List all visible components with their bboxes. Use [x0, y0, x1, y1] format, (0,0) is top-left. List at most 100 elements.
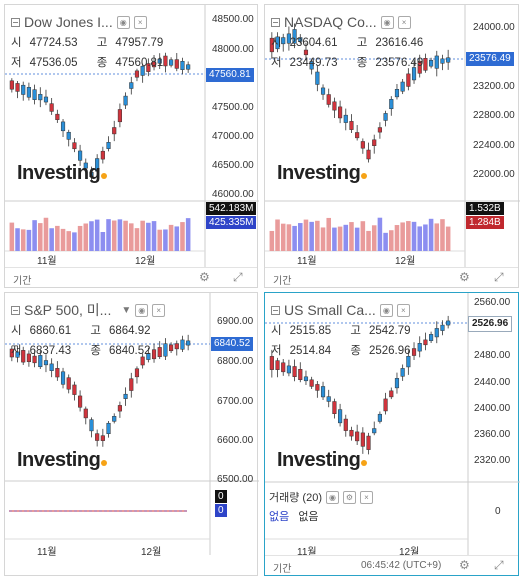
volume-bar — [383, 232, 388, 251]
eye-icon[interactable]: ◉ — [325, 490, 339, 504]
volume-bar — [280, 223, 286, 251]
volume-bar — [9, 222, 15, 251]
candle — [372, 428, 377, 434]
last-price-box: 23576.49 — [466, 52, 514, 66]
close-icon[interactable]: × — [397, 15, 411, 29]
candle — [360, 432, 365, 447]
volume-bar — [100, 232, 106, 251]
close-icon[interactable]: × — [152, 303, 166, 317]
panel-title-row: Dow Jones I... ◉ × — [11, 12, 147, 32]
candle — [303, 49, 309, 56]
volume-bar — [106, 219, 111, 251]
volume-bar — [174, 226, 180, 251]
candle — [49, 363, 54, 371]
candle — [275, 360, 280, 370]
candle — [134, 368, 140, 378]
candle — [406, 73, 411, 87]
chart-panel-nasdaq[interactable]: NASDAQ Co... ◉ × 시 23604.61 고 23616.46 저 23… — [264, 4, 520, 289]
candle — [292, 366, 297, 377]
price-chart[interactable] — [5, 293, 259, 577]
candle — [389, 390, 394, 398]
volume-box-bottom: 425.335M — [206, 216, 257, 229]
candle — [106, 142, 111, 149]
candle — [72, 384, 77, 395]
close-icon[interactable]: × — [359, 490, 373, 504]
expand-icon[interactable]: ⤢ — [233, 270, 243, 284]
candle — [326, 94, 331, 105]
price-chart[interactable] — [265, 293, 520, 577]
close-icon[interactable]: × — [396, 303, 410, 317]
symbol-title[interactable]: S&P 500, 미... — [24, 302, 112, 318]
eye-icon[interactable]: ◉ — [379, 303, 393, 317]
candle — [15, 351, 20, 358]
candle — [89, 172, 94, 177]
candle — [326, 396, 331, 402]
candle — [360, 141, 365, 149]
investing-logo: Investing — [17, 449, 108, 472]
chevron-down-icon[interactable]: ▼ — [121, 304, 132, 316]
volume-bar — [72, 232, 77, 251]
brand-text: Investing — [17, 449, 101, 471]
volume-bar — [417, 226, 422, 251]
symbol-title[interactable]: NASDAQ Co... — [284, 14, 377, 30]
candle — [55, 368, 60, 378]
volume-title[interactable]: 거래량 (20) — [269, 492, 322, 504]
y-tick: 47000.00 — [212, 131, 254, 142]
y-tick: 22800.00 — [473, 110, 515, 121]
volume-bar — [354, 227, 360, 251]
price-chart[interactable] — [5, 5, 259, 289]
volume-bar — [286, 224, 292, 251]
eye-icon[interactable]: ◉ — [116, 15, 130, 29]
open-value: 23604.61 — [289, 37, 338, 49]
y-tick: 47500.00 — [212, 102, 254, 113]
y-tick: 22400.00 — [473, 140, 515, 151]
price-chart[interactable] — [265, 5, 520, 289]
candle — [117, 109, 122, 123]
eye-icon[interactable]: ◉ — [380, 15, 394, 29]
gear-icon[interactable]: ⚙ — [199, 270, 210, 284]
candle — [417, 60, 422, 74]
collapse-icon[interactable] — [11, 17, 20, 27]
gear-icon[interactable]: ⚙ — [342, 490, 356, 504]
volume-axis-tick: 0 — [495, 506, 501, 517]
gear-icon[interactable]: ⚙ — [459, 558, 470, 572]
ohlc-row-1: 시 2515.85 고 2542.79 — [271, 322, 427, 338]
candle — [21, 84, 26, 95]
chart-panel-small-cap[interactable]: US Small Ca... ◉ × 시 2515.85 고 2542.79 저 25… — [264, 292, 520, 577]
last-price-box: 47560.81 — [206, 68, 254, 82]
y-tick: 48000.00 — [212, 44, 254, 55]
close-icon[interactable]: × — [133, 15, 147, 29]
candle — [43, 360, 49, 366]
eye-icon[interactable]: ◉ — [135, 303, 149, 317]
candle — [180, 339, 185, 350]
gear-icon[interactable]: ⚙ — [459, 270, 470, 284]
symbol-title[interactable]: Dow Jones I... — [24, 14, 113, 30]
collapse-icon[interactable] — [271, 305, 280, 315]
expand-icon[interactable]: ⤢ — [494, 558, 504, 572]
period-label[interactable]: 기간 — [273, 564, 292, 575]
collapse-icon[interactable] — [271, 17, 280, 27]
candle — [332, 101, 337, 111]
expand-icon[interactable]: ⤢ — [494, 270, 504, 284]
period-label[interactable]: 기간 — [13, 276, 32, 287]
volume-bar — [320, 227, 326, 251]
volume-bar — [371, 225, 377, 251]
collapse-icon[interactable] — [11, 305, 20, 315]
candle — [32, 355, 37, 364]
y-tick: 6500.00 — [217, 474, 254, 485]
chart-panel-dow[interactable]: Dow Jones I... ◉ × 시 47724.53 고 47957.79 저… — [4, 4, 259, 289]
candle — [320, 386, 326, 398]
candle — [423, 58, 428, 71]
volume-box-bottom: 0 — [215, 504, 227, 517]
period-label[interactable]: 기간 — [273, 276, 292, 287]
low-value: 6837.43 — [29, 345, 72, 357]
brand-text: Investing — [277, 162, 361, 184]
candle — [366, 149, 371, 160]
symbol-title[interactable]: US Small Ca... — [284, 302, 376, 318]
candle — [157, 347, 162, 358]
last-price-box: 2526.96 — [468, 316, 513, 332]
volume-legend: 거래량 (20) ◉ ⚙ × — [269, 489, 373, 505]
volume-value: 없음 — [298, 511, 319, 523]
candle — [157, 58, 162, 64]
